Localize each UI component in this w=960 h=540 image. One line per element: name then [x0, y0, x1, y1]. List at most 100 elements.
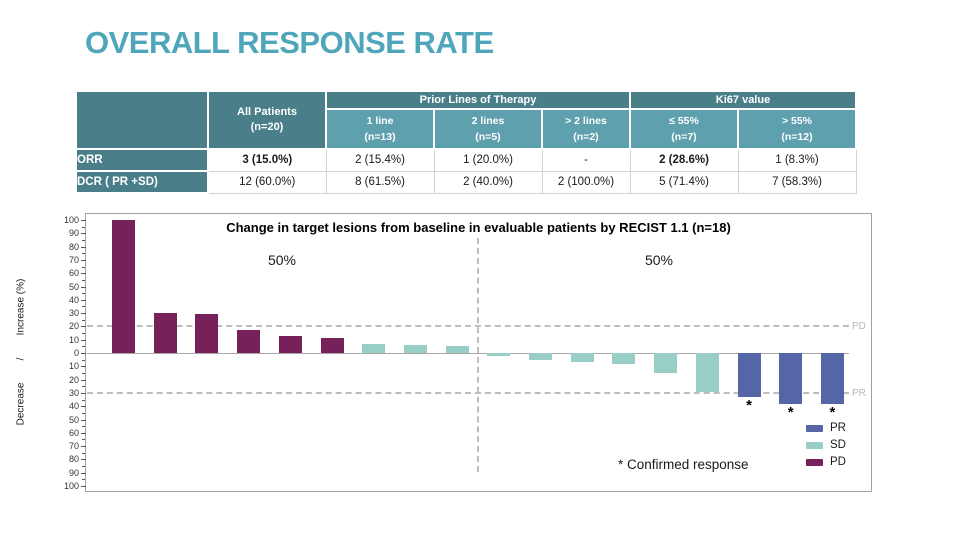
y-axis-tick	[81, 379, 86, 381]
y-axis-tick-label: 0	[73, 348, 79, 358]
subheader-n: (n=7)	[671, 131, 697, 143]
chart-legend: PR SD PD	[806, 422, 846, 473]
subheader-n: (n=2)	[573, 131, 599, 143]
y-axis-tick	[82, 412, 85, 414]
y-axis-tick	[82, 466, 85, 468]
subheader-n: (n=5)	[475, 131, 501, 143]
all-patients-line2: (n=20)	[250, 121, 284, 133]
row-label-dcr: DCR ( PR +SD)	[75, 170, 209, 194]
waterfall-bar-14	[654, 353, 678, 373]
threshold-line-pd	[87, 325, 849, 328]
y-axis-tick	[82, 306, 85, 308]
y-axis-tick	[82, 266, 85, 268]
y-axis-tick	[81, 446, 86, 448]
waterfall-bar-3	[195, 314, 219, 353]
confirmed-response-note: * Confirmed response	[618, 457, 749, 472]
dcr-all-patients: 12 (60.0%)	[207, 170, 327, 194]
y-axis-tick-label: 90	[68, 467, 79, 478]
confirmed-asterisk: *	[787, 403, 794, 421]
y-axis-tick	[81, 459, 86, 461]
threshold-line-pr	[87, 391, 849, 394]
legend-label-pd: PD	[830, 456, 846, 468]
y-axis-tick	[81, 273, 86, 275]
y-axis-tick-label: 30	[68, 387, 79, 398]
subheader-text: > 2 lines	[565, 114, 607, 127]
waterfall-bar-1	[112, 220, 135, 353]
y-axis-tick	[82, 333, 85, 335]
row-label-orr: ORR	[75, 148, 209, 172]
y-axis-tick	[81, 406, 86, 408]
median-divider-line	[477, 238, 479, 472]
y-axis-tick-label: 20	[68, 321, 79, 332]
y-axis-tick	[81, 220, 86, 221]
threshold-label-pr: PR	[852, 387, 866, 399]
waterfall-bar-10	[487, 353, 511, 356]
waterfall-bar-15	[695, 353, 719, 392]
y-axis-tick	[81, 472, 86, 474]
y-axis-tick-label: 100	[63, 215, 79, 225]
y-axis-title: Decrease / Increase (%)	[10, 213, 32, 490]
y-axis-tick-label: 50	[68, 414, 79, 425]
subheader-text: 1 line	[366, 114, 394, 127]
orr-ki67-gt55: 1 (8.3%)	[737, 148, 857, 172]
dcr-1-line: 8 (61.5%)	[325, 170, 435, 194]
waterfall-bar-11	[529, 353, 552, 360]
dcr-gt2-lines: 2 (100.0%)	[541, 170, 631, 194]
col-header-1-line: 1 line (n=13)	[325, 108, 435, 150]
left-half-percent-label: 50%	[267, 252, 297, 268]
dcr-ki67-le55: 5 (71.4%)	[629, 170, 739, 194]
y-axis-tick	[82, 346, 85, 348]
confirmed-asterisk: *	[829, 403, 836, 421]
y-axis-tick-label: 90	[68, 228, 79, 239]
orr-gt2-lines: -	[541, 148, 631, 172]
waterfall-bar-12	[570, 353, 594, 363]
y-axis-tick	[82, 426, 85, 428]
y-axis-tick-label: 70	[68, 254, 79, 265]
all-patients-line1: All Patients	[237, 105, 297, 118]
dcr-2-lines: 2 (40.0%)	[433, 170, 543, 194]
zero-baseline	[87, 353, 849, 354]
y-axis-tick	[82, 452, 85, 454]
y-axis-tick	[81, 392, 86, 394]
y-axis-tick	[81, 233, 86, 235]
y-axis-tick	[82, 319, 85, 321]
legend-item-pr: PR	[806, 422, 846, 434]
dcr-ki67-gt55: 7 (58.3%)	[737, 170, 857, 194]
y-axis-tick-label: 10	[68, 334, 79, 345]
orr-2-lines: 1 (20.0%)	[433, 148, 543, 172]
y-axis-tick	[82, 399, 85, 401]
y-axis-tick	[81, 432, 86, 434]
y-axis-tick	[82, 479, 85, 481]
group-header-prior-lines: Prior Lines of Therapy	[325, 90, 631, 110]
y-axis-title-text: Decrease / Increase (%)	[15, 278, 27, 425]
waterfall-bar-18	[820, 353, 844, 404]
waterfall-bar-2	[153, 313, 177, 353]
y-axis-tick	[81, 259, 86, 261]
waterfall-bar-9	[445, 346, 469, 353]
pd-swatch	[806, 458, 823, 466]
table-row: ORR 3 (15.0%) 2 (15.4%) 1 (20.0%) - 2 (2…	[75, 148, 857, 172]
col-header-ki67-le55: ≤ 55% (n=7)	[629, 108, 739, 150]
y-axis-tick	[82, 279, 85, 281]
orr-all-patients: 3 (15.0%)	[207, 148, 327, 172]
y-axis-tick	[82, 253, 85, 255]
y-axis-tick	[81, 339, 86, 341]
right-half-percent-label: 50%	[644, 252, 674, 268]
y-axis-tick-label: 60	[68, 268, 79, 279]
confirmed-asterisk: *	[746, 396, 752, 414]
y-axis-tick	[81, 486, 86, 487]
waterfall-bar-13	[612, 353, 636, 364]
waterfall-bar-4	[237, 330, 261, 353]
y-axis-tick-label: 40	[68, 401, 79, 412]
y-axis-tick	[82, 226, 85, 228]
y-axis-tick-label: 60	[68, 427, 79, 438]
y-axis-tick	[82, 293, 85, 295]
orr-1-line: 2 (15.4%)	[325, 148, 435, 172]
y-axis-tick	[81, 353, 86, 354]
waterfall-bar-7	[362, 343, 386, 353]
waterfall-bar-16	[737, 353, 761, 397]
legend-label-sd: SD	[830, 439, 846, 451]
y-axis-tick	[82, 439, 85, 441]
y-axis-tick	[81, 313, 86, 315]
